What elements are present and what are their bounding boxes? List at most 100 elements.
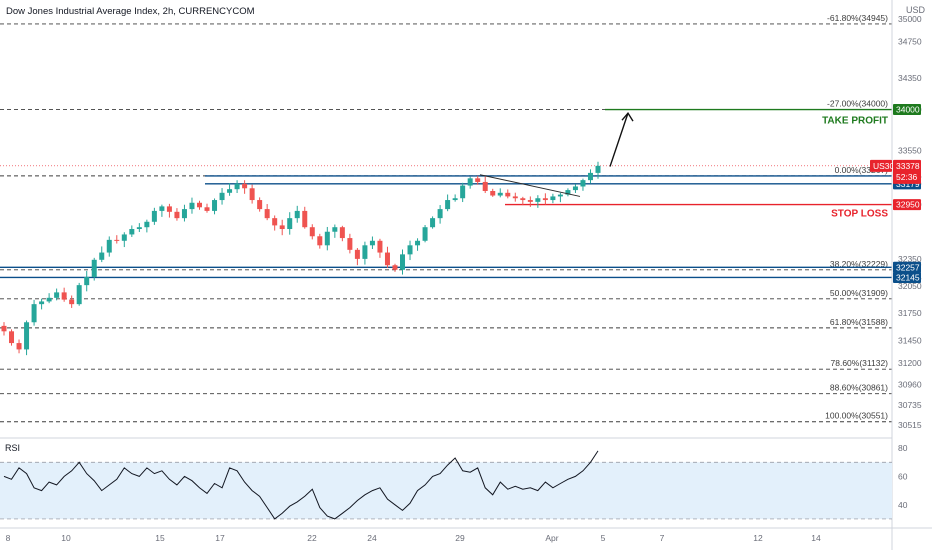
price-tick-label: 32050 <box>898 281 922 291</box>
candle-body <box>294 210 300 219</box>
fibonacci-level-label: 78.60%(31132) <box>831 358 889 368</box>
time-tick-label: 22 <box>307 533 317 543</box>
price-tag-value: 32257 <box>896 262 920 272</box>
candle-body <box>422 227 428 241</box>
time-tick-label: 8 <box>6 533 11 543</box>
candle-body <box>392 265 398 270</box>
candle-body <box>475 178 481 182</box>
candle-body <box>324 231 330 246</box>
currency-label: USD <box>906 5 926 15</box>
candle-body <box>437 209 443 219</box>
candle-body <box>587 172 593 181</box>
current-price-box <box>893 159 921 184</box>
fibonacci-level-label: 100.00%(30551) <box>825 411 888 421</box>
rsi-tick-label: 60 <box>898 471 908 481</box>
candle-body <box>377 240 383 253</box>
chart-title: Dow Jones Industrial Average Index, 2h, … <box>6 6 255 17</box>
candle-body <box>181 209 187 219</box>
price-tick-label: 30960 <box>898 380 922 390</box>
candle-body <box>407 245 413 255</box>
fibonacci-level-label: 0.00%(33267) <box>835 165 889 175</box>
price-axis: 3500034750343503400033550332663317932950… <box>898 14 922 430</box>
candle-body <box>369 240 375 246</box>
fibonacci-level-label: 38.20%(32229) <box>830 259 888 269</box>
fibonacci-level-label: -27.00%(34000) <box>827 99 888 109</box>
candle-body <box>234 183 240 190</box>
fibonacci-level-label: 88.60%(30861) <box>830 383 888 393</box>
candle-body <box>249 188 255 201</box>
price-pane[interactable] <box>0 0 892 438</box>
candle-body <box>219 192 225 201</box>
price-tag-box <box>893 261 921 273</box>
rsi-band <box>0 462 892 519</box>
price-tag-box <box>893 104 921 116</box>
candle-body <box>362 245 368 259</box>
candle-body <box>257 200 263 210</box>
candle-body <box>144 221 150 228</box>
candle-body <box>196 202 202 208</box>
candle-body <box>467 178 473 186</box>
candle-body <box>264 209 270 219</box>
candle-body <box>460 185 466 199</box>
time-tick-label: 15 <box>155 533 165 543</box>
candle-body <box>497 192 503 196</box>
candle-body <box>302 210 308 228</box>
candle-body <box>595 165 601 173</box>
candlestick-series <box>1 161 601 356</box>
candle-body <box>400 254 406 270</box>
candle-body <box>114 239 120 241</box>
fibonacci-level-label: -61.80%(34945) <box>827 13 888 23</box>
candle-body <box>580 180 586 187</box>
candle-body <box>39 301 45 305</box>
candle-body <box>69 299 75 305</box>
candle-body <box>61 292 67 300</box>
candle-body <box>1 325 7 332</box>
price-tick-label: 34750 <box>898 37 922 47</box>
candle-body <box>272 218 278 226</box>
price-tag-box <box>893 271 921 283</box>
candle-body <box>332 227 338 232</box>
current-price-value: 33378 <box>896 161 920 171</box>
time-axis: 8 10 15 17 22 24 29 Apr 5 7 12 14 <box>6 533 821 543</box>
candle-body <box>227 189 233 193</box>
chart-annotations <box>479 111 634 197</box>
rsi-line <box>3 450 599 520</box>
candle-body <box>557 194 563 197</box>
rsi-tick-label: 40 <box>898 500 908 510</box>
price-tick-label: 31750 <box>898 308 922 318</box>
time-tick-label: 5 <box>601 533 606 543</box>
fibonacci-level-label: 50.00%(31909) <box>830 288 888 298</box>
candle-body <box>445 200 451 210</box>
candle-body <box>482 181 488 191</box>
candle-body <box>535 198 541 202</box>
time-tick-label: Apr <box>545 533 558 543</box>
rsi-tick-label: 80 <box>898 443 908 453</box>
symbol-tag: US30 <box>873 161 895 171</box>
candle-body <box>490 190 496 196</box>
candle-body <box>129 229 135 235</box>
candle-body <box>520 198 526 201</box>
candle-body <box>189 202 195 210</box>
candle-body <box>572 186 578 191</box>
candle-body <box>106 239 112 253</box>
candle-body <box>287 218 293 230</box>
stop-loss-label: STOP LOSS <box>831 209 888 220</box>
price-tag-value: 34000 <box>896 105 920 115</box>
candle-body <box>151 210 157 222</box>
candle-body <box>46 297 52 302</box>
price-tag-box <box>893 199 921 211</box>
horizontal-levels: TAKE PROFIT STOP LOSS <box>0 108 892 279</box>
price-tick-label: 33550 <box>898 145 922 155</box>
candle-body <box>347 238 353 250</box>
countdown-timer: 52:36 <box>896 172 918 182</box>
take-profit-label: TAKE PROFIT <box>822 116 888 127</box>
candle-body <box>91 259 97 277</box>
candle-body <box>512 196 518 199</box>
candle-body <box>121 234 127 241</box>
projection-arrow-head <box>621 111 634 122</box>
price-tags: 340003295033266331793225732145US30333785… <box>870 104 921 283</box>
projection-arrow-line <box>609 112 629 167</box>
candle-body <box>212 200 218 211</box>
